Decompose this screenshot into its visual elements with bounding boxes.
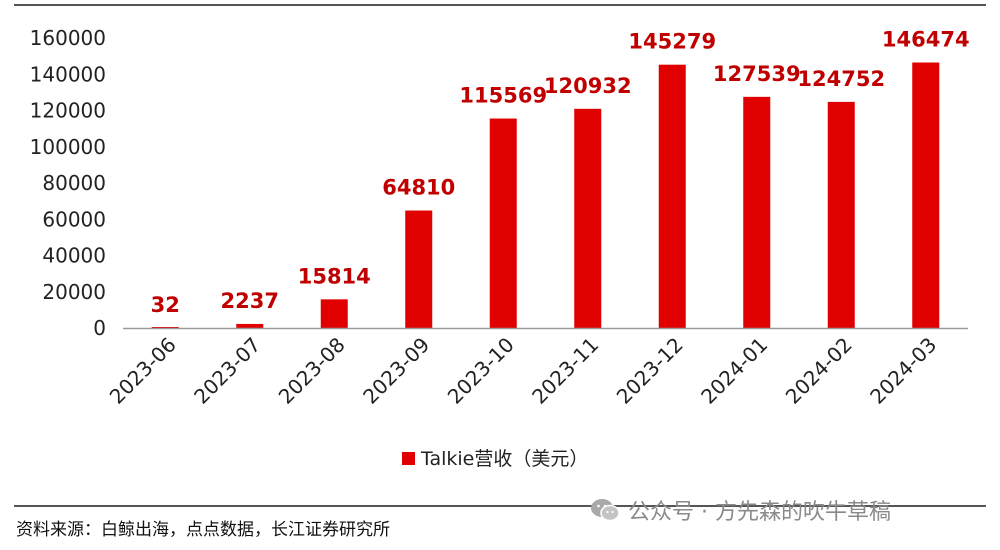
x-axis-tick-labels: 2023-06 2023-07 2023-08 2023-09 2023-10 2023-…: [105, 333, 942, 409]
bar: [405, 210, 433, 328]
bar: [236, 323, 264, 328]
legend-label: Talkie营收（美元）: [420, 448, 588, 470]
bar-value-label: 115569: [459, 84, 547, 108]
x-tick-label: 2023-08: [274, 333, 350, 409]
y-tick-label: 100000: [30, 135, 106, 159]
bar: [320, 299, 348, 328]
y-tick-label: 20000: [42, 280, 106, 304]
wechat-icon: [591, 499, 620, 522]
bar: [658, 64, 686, 328]
bar-value-label: 2237: [221, 289, 279, 313]
bar-value-label: 64810: [382, 176, 455, 200]
top-rule: [14, 4, 986, 6]
bar: [151, 327, 179, 328]
y-tick-label: 40000: [42, 244, 106, 268]
bars: [151, 62, 940, 329]
bar: [743, 96, 771, 328]
x-tick-label: 2023-12: [612, 333, 688, 409]
x-tick-label: 2023-06: [105, 333, 181, 409]
y-tick-label: 160000: [30, 26, 106, 50]
bar-value-label: 15814: [298, 264, 371, 288]
bar: [489, 118, 517, 328]
y-tick-label: 80000: [42, 171, 106, 195]
bar-value-label: 145279: [628, 30, 716, 54]
source-note: 资料来源：白鲸出海，点点数据，长江证券研究所: [16, 520, 390, 540]
x-tick-label: 2023-07: [189, 333, 265, 409]
bar: [912, 62, 940, 329]
y-tick-label: 0: [93, 316, 106, 340]
watermark-text: 公众号 · 方先森的吹牛草稿: [628, 500, 891, 525]
bar: [827, 101, 855, 329]
x-tick-label: 2023-10: [443, 333, 519, 409]
bar-value-label: 127539: [713, 62, 801, 86]
bar-value-label: 124752: [797, 67, 885, 91]
x-tick-label: 2024-03: [865, 333, 941, 409]
x-tick-label: 2023-11: [527, 333, 603, 409]
y-tick-label: 120000: [30, 99, 106, 123]
y-tick-label: 60000: [42, 207, 106, 231]
bar-chart: 0 20000 40000 60000 80000 100000 120000 140000 1…: [30, 26, 970, 470]
bar: [574, 108, 602, 328]
bottom-rule: [14, 505, 986, 507]
x-tick-label: 2024-01: [696, 333, 772, 409]
y-tick-label: 140000: [30, 62, 106, 86]
y-axis-tick-labels: 0 20000 40000 60000 80000 100000 120000 140000 1…: [30, 26, 106, 340]
watermark: 公众号 · 方先森的吹牛草稿: [590, 494, 891, 526]
legend: Talkie营收（美元）: [402, 448, 588, 470]
bar-value-label: 146474: [882, 28, 970, 52]
legend-swatch: [402, 452, 415, 465]
bar-value-label: 120932: [544, 74, 632, 98]
x-tick-label: 2023-09: [358, 333, 434, 409]
bar-value-label: 32: [151, 293, 180, 317]
x-tick-label: 2024-02: [781, 333, 857, 409]
